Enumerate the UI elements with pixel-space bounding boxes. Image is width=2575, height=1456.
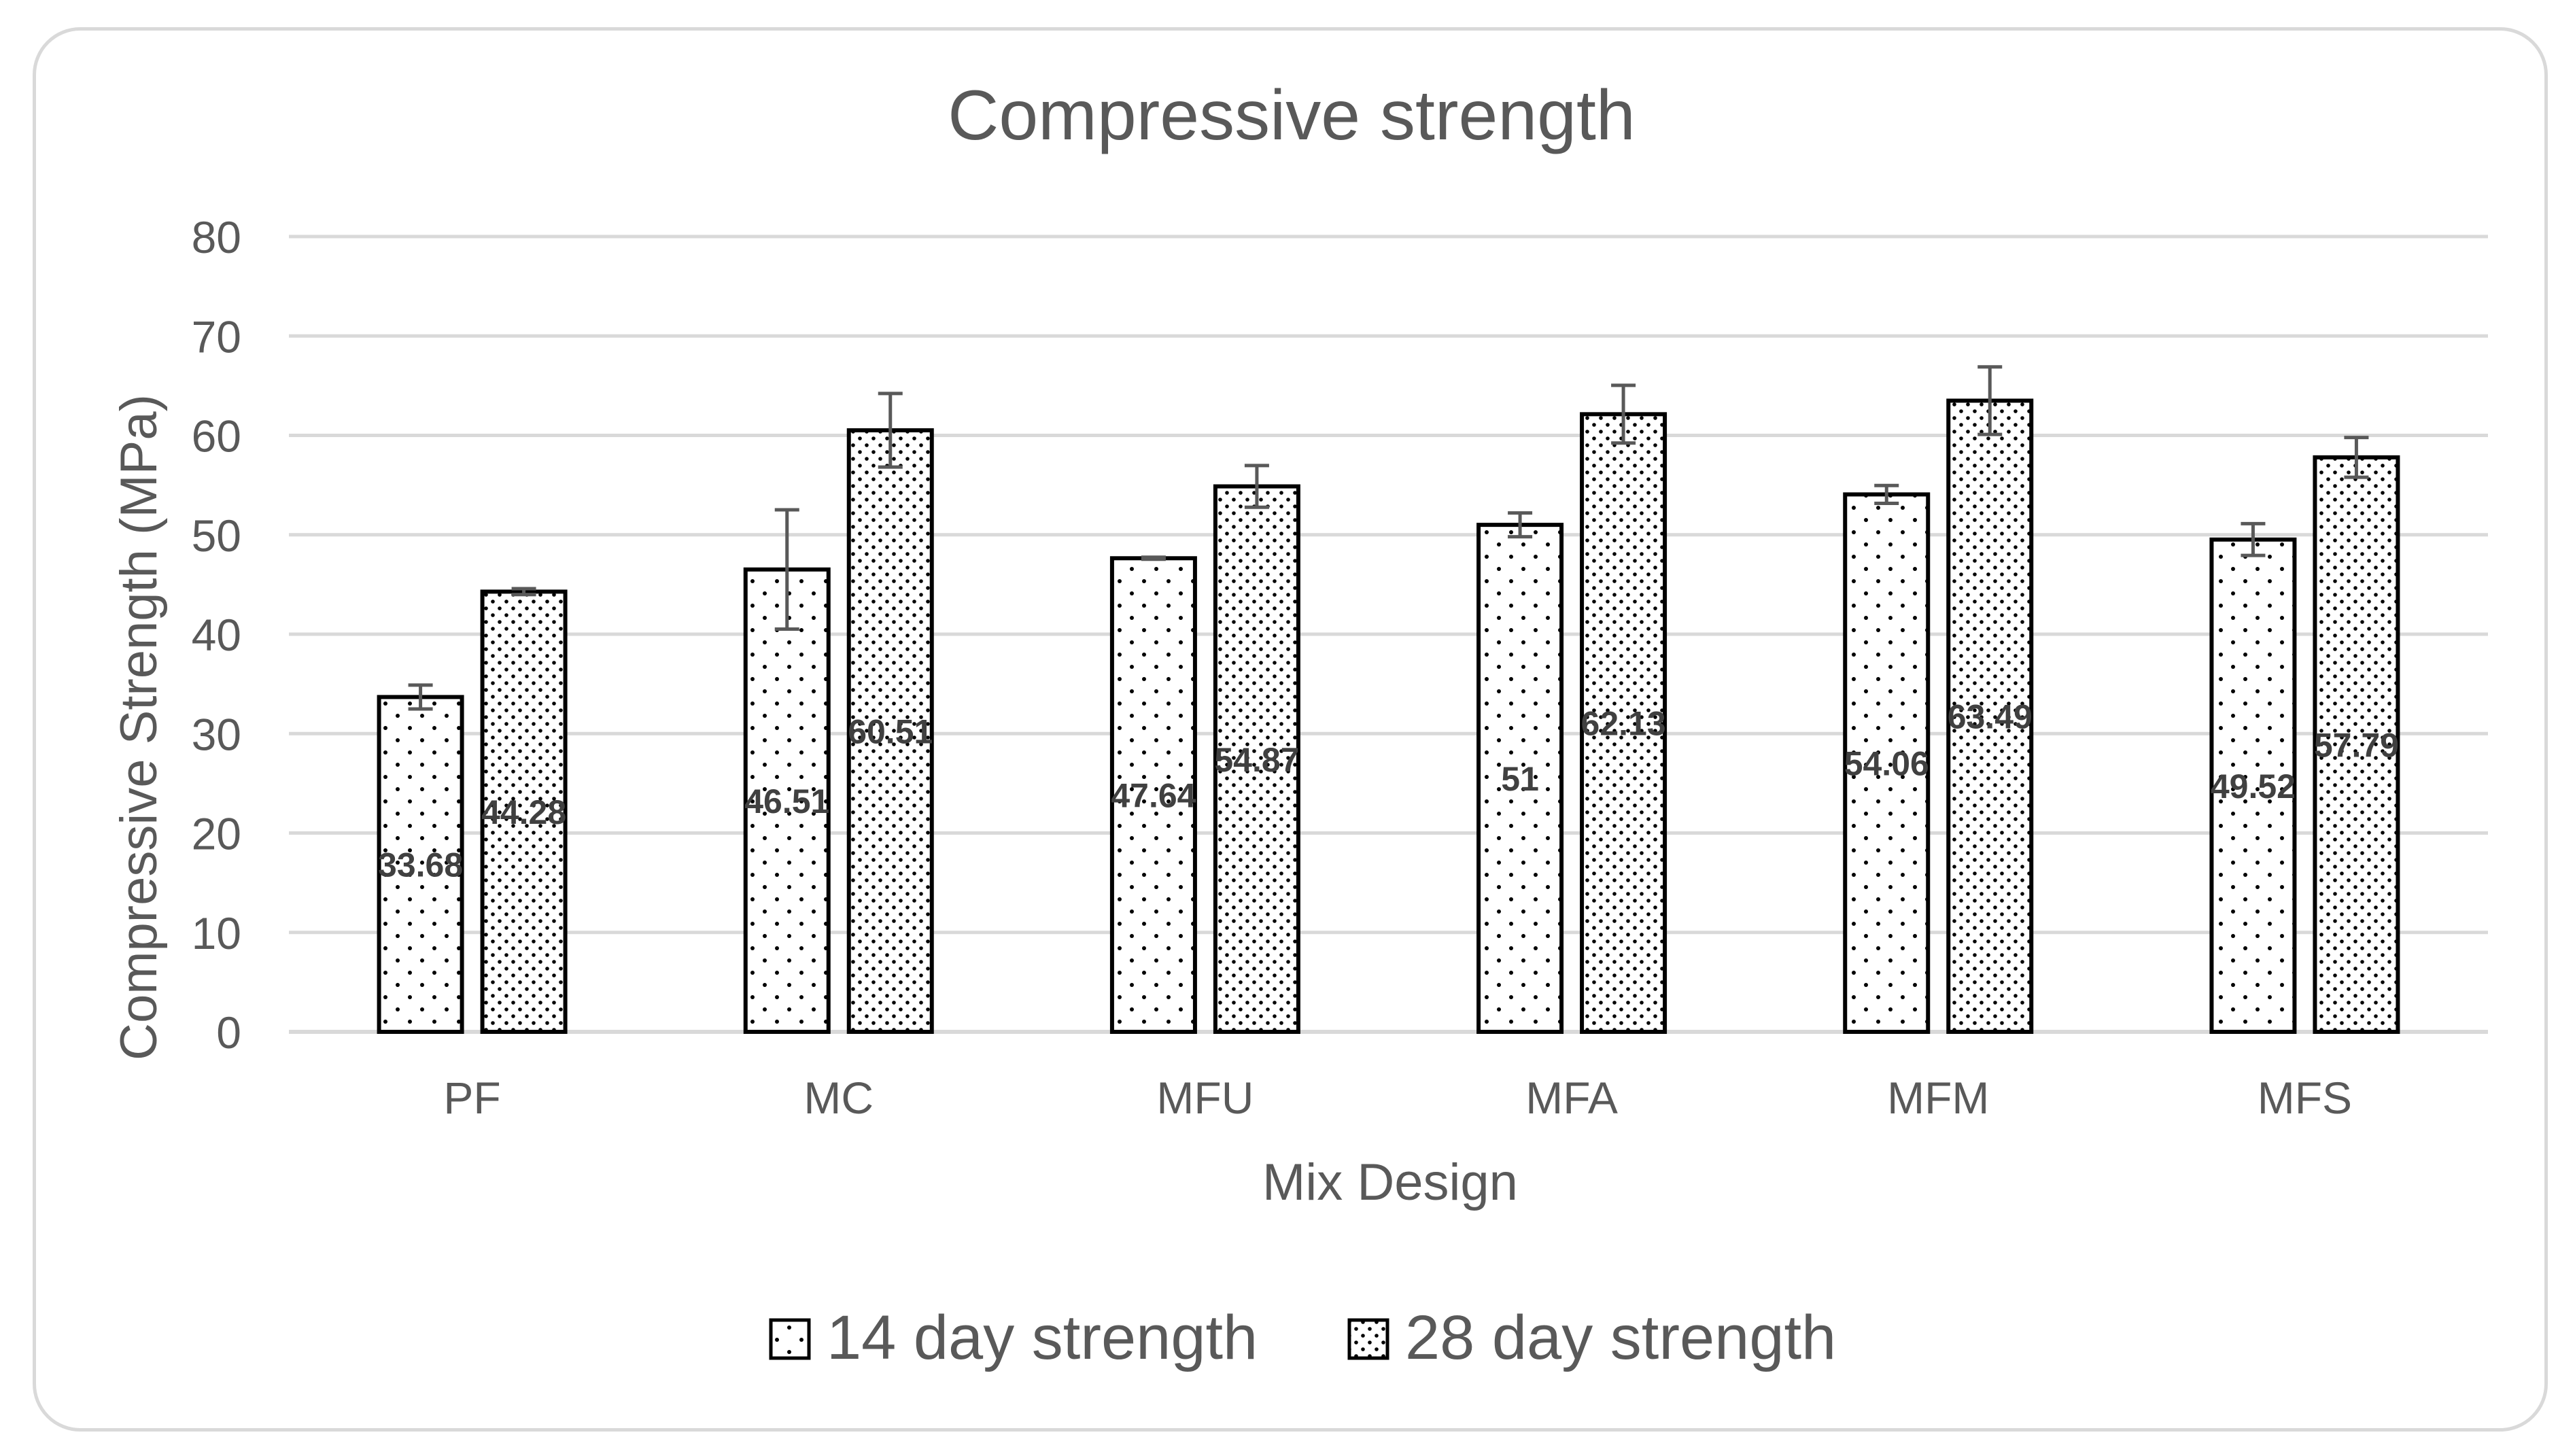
x-tick-label: MC (803, 1073, 874, 1123)
data-label: 51 (1501, 760, 1539, 798)
chart-title: Compressive strength (948, 76, 1636, 155)
x-tick-label: MFU (1156, 1073, 1254, 1123)
data-labels: 33.68 44.28 46.51 60.51 47.64 54.87 51 62.13 54.… (378, 698, 2399, 884)
y-axis-ticks: 0 10 20 30 40 50 60 70 80 (192, 212, 241, 1058)
y-tick-label: 50 (192, 510, 241, 561)
legend-label-28-day: 28 day strength (1405, 1303, 1836, 1372)
x-axis-label: Mix Design (1262, 1154, 1518, 1211)
data-label: 54.06 (1844, 745, 1929, 783)
bar (1109, 556, 1197, 1034)
x-tick-label: MFS (2258, 1073, 2352, 1123)
y-tick-label: 40 (192, 610, 241, 660)
data-label: 62.13 (1581, 705, 1666, 743)
bar (1843, 492, 1931, 1034)
bar (743, 567, 831, 1034)
y-tick-label: 80 (192, 212, 241, 262)
y-tick-label: 0 (216, 1007, 241, 1058)
x-tick-label: PF (443, 1073, 500, 1123)
data-label: 63.49 (1948, 698, 2033, 736)
data-label: 57.79 (2314, 726, 2399, 764)
y-tick-label: 60 (192, 411, 241, 462)
bars (377, 398, 2400, 1035)
legend-swatch-28-day (1347, 1318, 1389, 1360)
data-label: 47.64 (1111, 777, 1196, 815)
legend: 14 day strength 28 day strength (769, 1303, 1836, 1372)
x-tick-label: MFM (1887, 1073, 1989, 1123)
bar (1580, 412, 1667, 1034)
data-label: 44.28 (481, 793, 566, 831)
x-tick-label: MFA (1525, 1073, 1618, 1123)
data-label: 54.87 (1214, 741, 1299, 779)
y-tick-label: 30 (192, 709, 241, 759)
error-bars (408, 365, 2369, 711)
bar (377, 695, 464, 1035)
legend-label-14-day: 14 day strength (827, 1303, 1258, 1372)
x-axis-ticks: PF MC MFU MFA MFM MFS (443, 1073, 2352, 1123)
data-label: 33.68 (378, 846, 463, 884)
data-label: 46.51 (744, 782, 829, 820)
bar (1476, 523, 1564, 1034)
y-axis-label: Compressive Strength (MPa) (110, 394, 168, 1060)
y-tick-label: 20 (192, 809, 241, 859)
y-tick-label: 70 (192, 311, 241, 362)
data-label: 49.52 (2211, 767, 2296, 805)
bar (2209, 537, 2297, 1034)
gridlines (289, 235, 2488, 1034)
legend-swatch-14-day (769, 1318, 811, 1360)
y-tick-label: 10 (192, 908, 241, 958)
data-label: 60.51 (848, 713, 933, 751)
